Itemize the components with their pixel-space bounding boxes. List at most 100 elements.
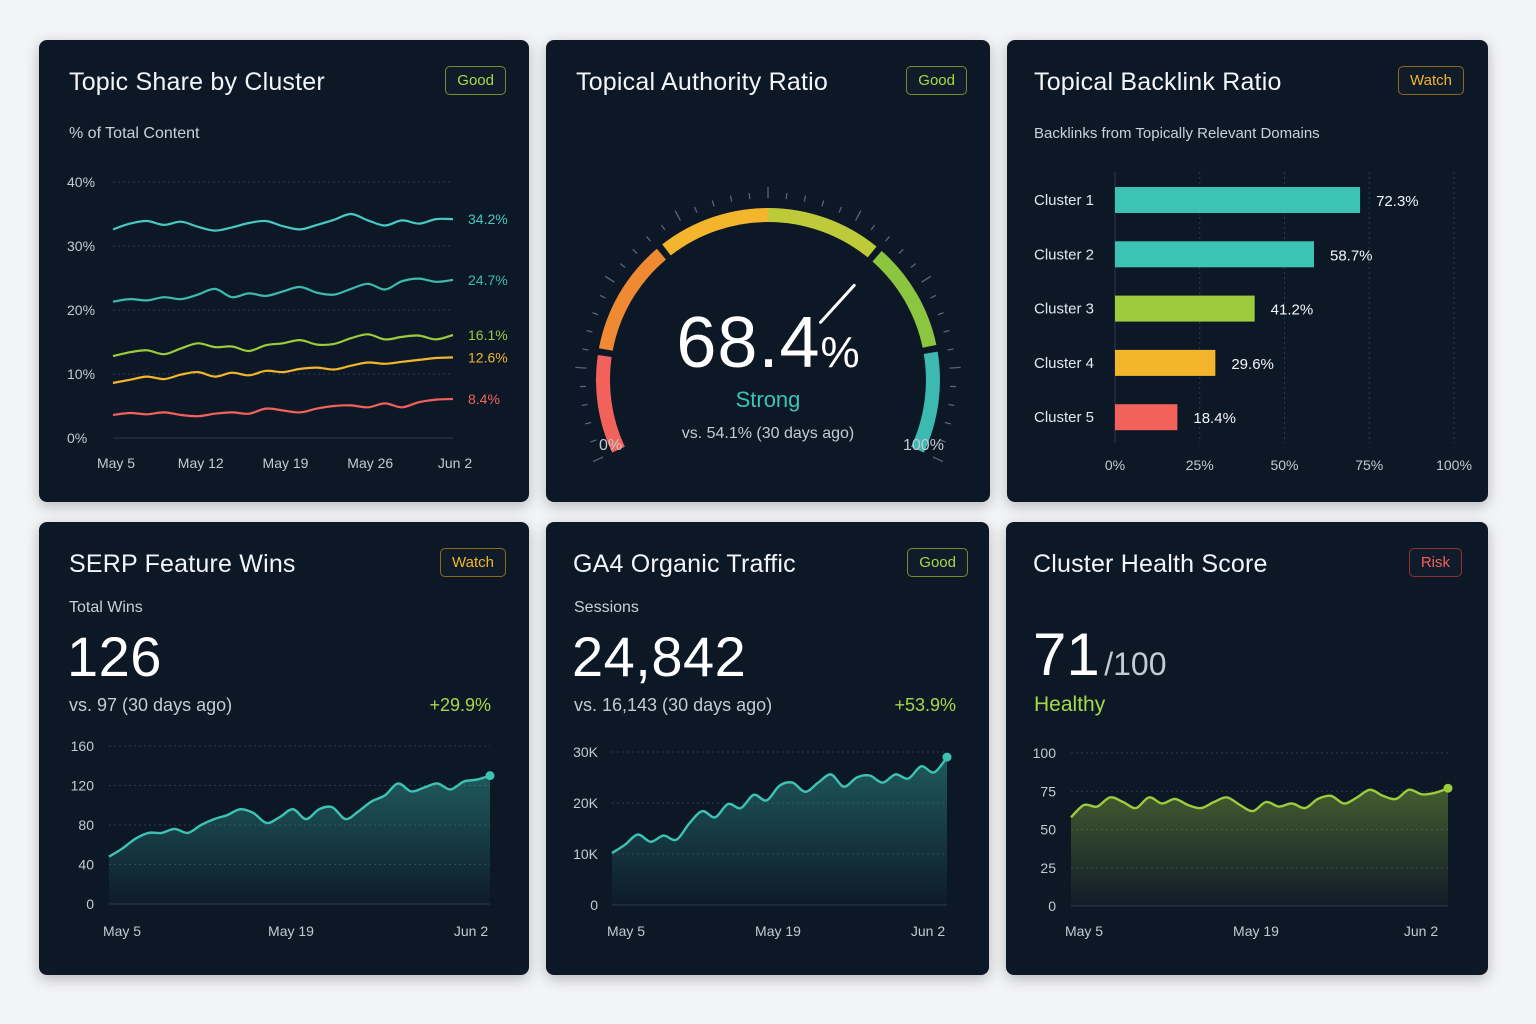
gauge-tick bbox=[729, 195, 733, 202]
bar-category-label: Cluster 1 bbox=[1034, 192, 1094, 209]
status-badge[interactable]: Watch bbox=[440, 548, 506, 577]
status-badge[interactable]: Good bbox=[907, 548, 968, 577]
health-chart: 0 25 50 75 100 May 5 May 19 Jun 2 bbox=[1033, 745, 1453, 939]
status-badge[interactable]: Good bbox=[906, 66, 967, 95]
health-score-max: /100 bbox=[1104, 646, 1167, 682]
gauge-arc-segment bbox=[598, 248, 666, 351]
y-tick-label: 160 bbox=[71, 738, 95, 754]
gauge-value-unit: % bbox=[820, 328, 860, 377]
metric-compare: vs. 97 (30 days ago) bbox=[69, 695, 233, 715]
series-line bbox=[112, 212, 454, 232]
gauge-min-label: 0% bbox=[599, 437, 623, 454]
y-tick-label: 30% bbox=[67, 238, 95, 254]
x-tick-label: 100% bbox=[1436, 457, 1472, 473]
gauge-tick bbox=[599, 294, 606, 299]
y-tick-label: 75 bbox=[1040, 783, 1056, 799]
bar bbox=[1115, 295, 1255, 322]
gauge-tick bbox=[943, 329, 950, 333]
series-end-label: 16.1% bbox=[468, 327, 508, 343]
status-badge[interactable]: Watch bbox=[1398, 66, 1464, 95]
gauge-tick bbox=[944, 421, 951, 425]
gauge-tick bbox=[949, 366, 961, 369]
x-tick-label: May 12 bbox=[178, 455, 224, 471]
gauge-tick bbox=[785, 192, 788, 199]
bar-category-label: Cluster 2 bbox=[1034, 246, 1094, 263]
gauge-tick bbox=[821, 200, 825, 207]
gauge-max-label: 100% bbox=[903, 437, 944, 454]
ga4-chart: 0 10K 20K 30K May 5 May 19 Jun 2 bbox=[573, 744, 952, 939]
y-tick-label: 50 bbox=[1040, 822, 1056, 838]
gauge-tick bbox=[604, 275, 615, 283]
x-tick-label: May 19 bbox=[1233, 923, 1279, 939]
x-tick-label: May 26 bbox=[347, 455, 393, 471]
card-title: Topic Share by Cluster bbox=[69, 68, 325, 96]
series-line bbox=[112, 356, 454, 385]
card-title: Cluster Health Score bbox=[1033, 550, 1268, 578]
y-tick-label: 80 bbox=[78, 817, 94, 833]
y-tick-label: 40% bbox=[67, 174, 95, 190]
gauge-arc-segment bbox=[767, 208, 877, 258]
x-tick-label: May 19 bbox=[268, 923, 314, 939]
metric-delta: +53.9% bbox=[894, 695, 956, 715]
gauge-compare: vs. 54.1% (30 days ago) bbox=[681, 425, 855, 442]
gauge-arc-segment bbox=[662, 208, 769, 256]
status-badge[interactable]: Good bbox=[445, 66, 506, 95]
metric-label: Total Wins bbox=[69, 599, 143, 616]
x-tick-label: May 19 bbox=[755, 923, 801, 939]
series-line bbox=[112, 277, 454, 303]
y-tick-label: 40 bbox=[78, 857, 94, 873]
authority-gauge bbox=[575, 187, 961, 463]
y-tick-label: 25 bbox=[1040, 860, 1056, 876]
gauge-tick bbox=[711, 200, 715, 207]
gauge-tick bbox=[854, 210, 862, 221]
y-tick-label: 120 bbox=[71, 778, 95, 794]
end-point bbox=[942, 752, 952, 762]
status-badge[interactable]: Risk bbox=[1408, 548, 1462, 577]
bar-category-label: Cluster 5 bbox=[1034, 409, 1094, 426]
y-tick-label: 0 bbox=[1048, 898, 1056, 914]
gauge-tick bbox=[693, 206, 698, 213]
serp-chart: 0 40 80 120 160 May 5 May 19 Jun 2 bbox=[71, 738, 495, 939]
gauge-tick bbox=[585, 421, 592, 425]
bar-category-label: Cluster 3 bbox=[1034, 301, 1094, 318]
series-line bbox=[1070, 787, 1449, 819]
ga4-card: GA4 Organic Traffic Good Sessions 24,842… bbox=[546, 522, 989, 975]
metric-label: Sessions bbox=[574, 599, 639, 616]
topic-share-card: Topic Share by Cluster Good % of Total C… bbox=[39, 40, 529, 502]
gauge-tick bbox=[575, 366, 587, 369]
bar bbox=[1115, 241, 1314, 268]
end-point bbox=[485, 771, 495, 781]
area-fill bbox=[109, 775, 490, 904]
bar-value-label: 41.2% bbox=[1271, 302, 1314, 319]
backlink-chart: 0% 25% 50% 75% 100% Cluster 1 72.3% Cluster 2 58… bbox=[1034, 172, 1472, 473]
gauge-tick bbox=[870, 224, 876, 231]
x-tick-label: 75% bbox=[1355, 457, 1383, 473]
card-title: GA4 Organic Traffic bbox=[573, 550, 796, 578]
metric-delta: +29.9% bbox=[429, 695, 491, 715]
health-score: 71 /100 bbox=[1033, 620, 1166, 689]
gauge-tick bbox=[803, 195, 807, 202]
bar-category-label: Cluster 4 bbox=[1034, 355, 1094, 372]
gauge-tick bbox=[932, 456, 944, 463]
gauge-value-number: 68.4 bbox=[676, 303, 821, 383]
gauge-tick bbox=[586, 329, 593, 333]
metric-value: 126 bbox=[67, 625, 162, 688]
gauge-tick bbox=[674, 210, 682, 221]
bar bbox=[1115, 404, 1178, 431]
gauge-tick bbox=[921, 275, 932, 283]
y-tick-label: 0% bbox=[67, 430, 87, 446]
x-tick-label: Jun 2 bbox=[454, 923, 488, 939]
gauge-tick bbox=[646, 236, 651, 242]
x-tick-label: May 19 bbox=[263, 455, 309, 471]
gauge-tick bbox=[930, 294, 937, 299]
gauge-status: Strong bbox=[735, 387, 801, 412]
y-tick-label: 0 bbox=[590, 897, 598, 913]
gauge-tick bbox=[885, 236, 890, 242]
authority-card: Topical Authority Ratio Good 68.4% Stron… bbox=[546, 40, 990, 502]
backlink-card: Topical Backlink Ratio Watch Backlinks f… bbox=[1007, 40, 1488, 502]
gauge-tick bbox=[838, 206, 843, 213]
gauge-tick bbox=[748, 192, 751, 199]
health-score-value: 71 bbox=[1033, 621, 1100, 688]
metric-compare: vs. 16,143 (30 days ago) bbox=[574, 695, 773, 715]
series-line bbox=[611, 756, 948, 855]
